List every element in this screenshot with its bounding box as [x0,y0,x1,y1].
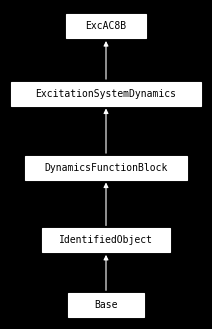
FancyBboxPatch shape [66,14,146,38]
FancyBboxPatch shape [25,156,187,180]
FancyBboxPatch shape [42,228,170,252]
FancyBboxPatch shape [68,293,144,317]
FancyBboxPatch shape [11,82,201,106]
Text: Base: Base [94,300,118,310]
Text: ExcAC8B: ExcAC8B [85,21,127,31]
Text: ExcitationSystemDynamics: ExcitationSystemDynamics [35,89,177,99]
Text: DynamicsFunctionBlock: DynamicsFunctionBlock [44,163,168,173]
Text: IdentifiedObject: IdentifiedObject [59,235,153,245]
